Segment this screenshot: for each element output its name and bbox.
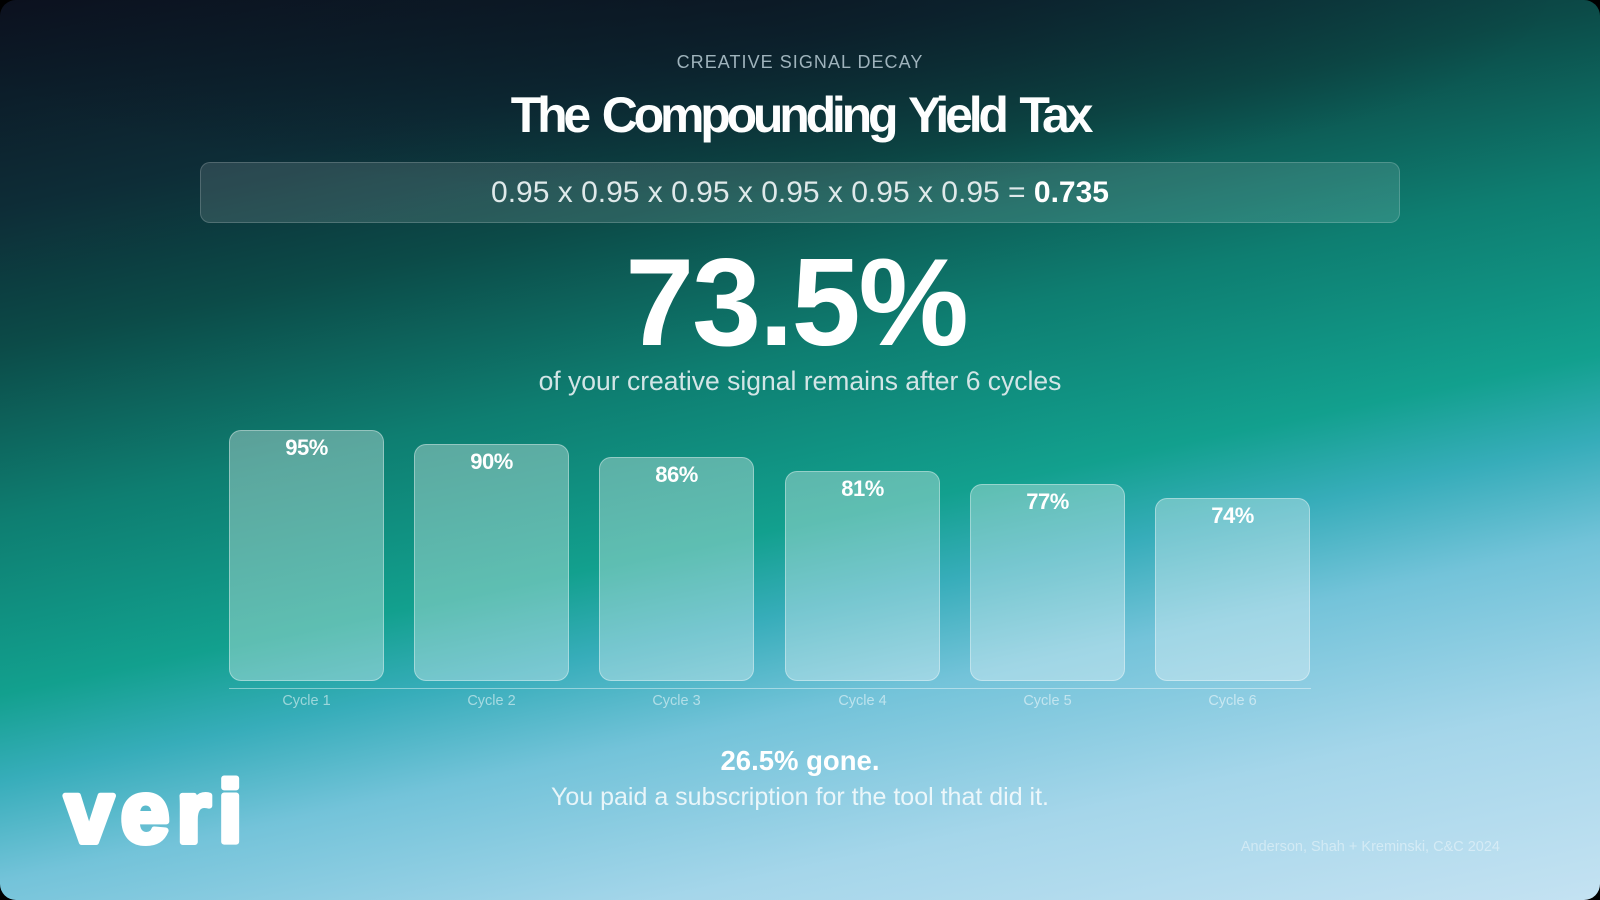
svg-text:veri: veri xyxy=(65,764,250,861)
